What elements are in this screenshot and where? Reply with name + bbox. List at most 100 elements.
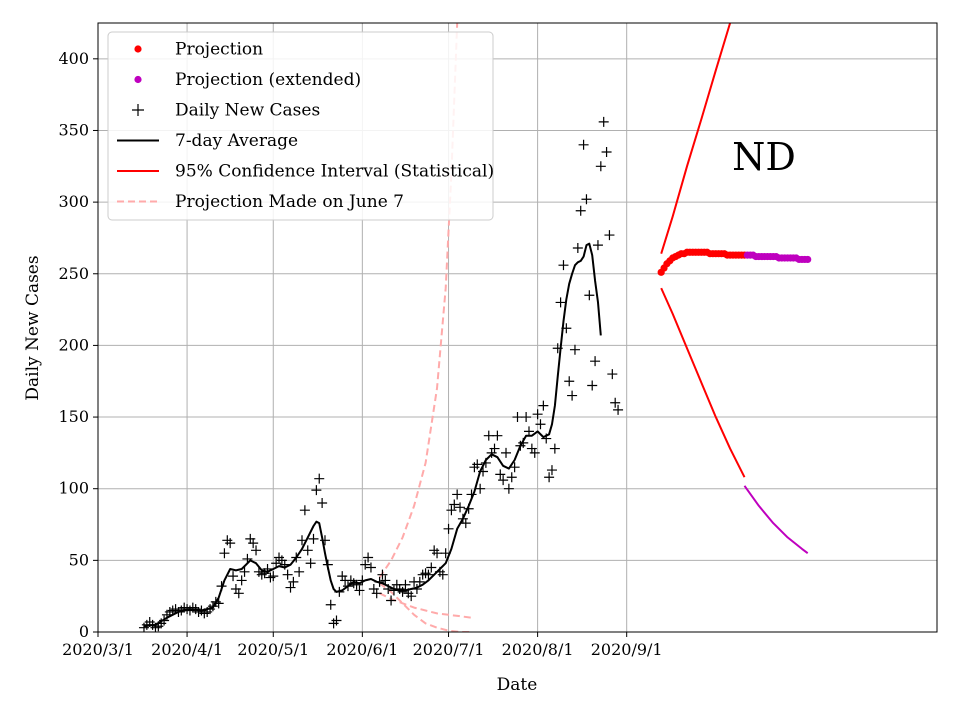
plot-area [138,23,812,632]
y-tick-label: 400 [58,49,89,68]
daily-case-point [365,562,376,573]
y-tick-label: 50 [69,550,89,569]
daily-case-point [308,533,319,544]
daily-case-point [446,505,457,516]
daily-case-point [607,369,618,380]
plot-frame [97,22,938,633]
daily-case-point [437,569,448,580]
daily-case-point [377,569,388,580]
daily-case-point [538,400,549,411]
daily-case-point [251,545,262,556]
legend-label: Projection [175,40,263,60]
daily-case-point [555,297,566,308]
daily-case-point [360,559,371,570]
daily-case-point [325,599,336,610]
legend-marker-projection_extended [134,75,142,84]
daily-case-point [584,290,595,301]
daily-case-point [452,489,463,500]
daily-case-point [587,380,598,391]
daily-case-point [311,485,322,496]
daily-case-point [423,569,434,580]
daily-cases-markers [138,116,624,632]
daily-case-point [386,595,397,606]
daily-case-point [371,588,382,599]
daily-case-point [578,139,589,150]
daily-case-point [572,242,583,253]
daily-case-point [449,499,460,510]
daily-case-point [302,545,313,556]
legend-label: Projection Made on June 7 [175,192,404,212]
daily-case-point [575,205,586,216]
legend-marker-daily [132,104,144,116]
daily-case-point [236,575,247,586]
daily-case-point [483,430,494,441]
seven-day-average-line [143,242,602,628]
daily-case-point [219,548,230,559]
ci-lower-extended-line [743,485,809,554]
daily-case-point [288,576,299,587]
daily-case-point [351,579,362,590]
daily-case-point [317,498,328,509]
daily-case-point [610,397,621,408]
daily-case-point [363,552,374,563]
daily-case-point [549,443,560,454]
daily-case-point [495,469,506,480]
daily-case-point [564,376,575,387]
daily-case-point [506,472,517,483]
daily-case-point [532,409,543,420]
x-tick-label: 2020/7/1 [413,640,485,659]
daily-case-point [598,116,609,127]
ci-lower-line [660,287,746,478]
y-tick-label: 350 [58,120,89,139]
daily-case-point [492,430,503,441]
daily-case-point [299,505,310,516]
daily-case-point [426,562,437,573]
daily-case-point [512,412,523,423]
daily-case-point [268,571,279,582]
daily-case-point [503,483,514,494]
daily-case-point [282,569,293,580]
x-tick-label: 2020/3/1 [62,640,134,659]
y-tick-label: 0 [79,622,89,641]
daily-case-point [294,566,305,577]
axes: 2020/3/1 2020/4/1 2020/5/1 2020/6/1 2020/7/1… [58,49,662,659]
daily-case-point [569,344,580,355]
legend-label: 95% Confidence Interval (Statistical) [175,162,494,182]
daily-case-point [567,390,578,401]
daily-case-point [472,459,483,470]
daily-case-point [498,475,509,486]
y-tick-label: 100 [58,479,89,498]
daily-case-point [443,523,454,534]
daily-case-point [228,571,239,582]
x-tick-label: 2020/8/1 [502,640,574,659]
daily-case-point [400,579,411,590]
daily-case-point [601,146,612,157]
legend: Projection Projection (extended) Daily New… [107,31,494,221]
daily-case-point [489,443,500,454]
daily-case-point [501,447,512,458]
daily-case-point [314,473,325,484]
y-axis-label: Daily New Cases [23,255,43,400]
daily-case-point [455,502,466,513]
daily-case-point [546,465,557,476]
daily-case-point [239,566,250,577]
daily-case-point [595,161,606,172]
legend-box [107,31,494,221]
daily-case-point [521,412,532,423]
daily-case-point [509,462,520,473]
x-tick-label: 2020/4/1 [151,640,223,659]
daily-case-point [233,588,244,599]
daily-case-point [535,419,546,430]
daily-case-point [285,582,296,593]
legend-label: 7-day Average [175,131,298,151]
x-axis-label: Date [497,675,538,695]
daily-case-point [604,230,615,241]
daily-case-point [475,483,486,494]
projection-extended-point [804,255,812,264]
daily-case-point [460,518,471,529]
daily-case-point [590,356,601,367]
x-tick-label: 2020/5/1 [237,640,309,659]
daily-case-point [248,538,259,549]
daily-case-point [305,558,316,569]
